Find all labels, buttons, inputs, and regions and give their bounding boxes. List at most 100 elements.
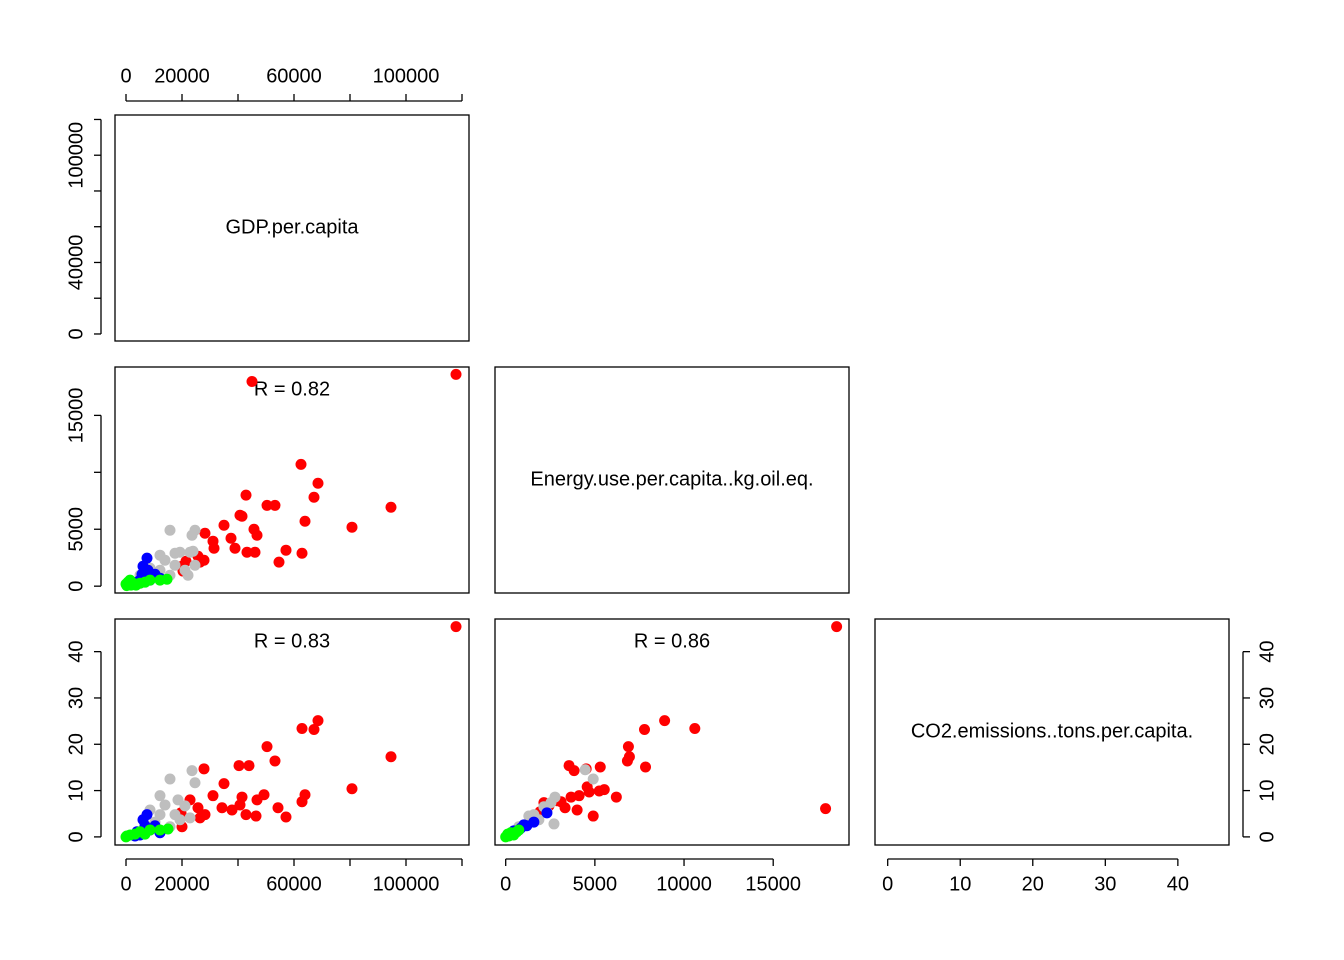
point [312, 477, 324, 489]
tick-label: 5000 [65, 507, 87, 552]
point [174, 814, 186, 826]
point [198, 763, 210, 775]
point [192, 802, 204, 814]
point [189, 777, 201, 789]
point [261, 741, 273, 753]
point [187, 545, 199, 557]
point [308, 491, 320, 503]
point [639, 723, 651, 735]
point [246, 375, 258, 387]
tick-label: 60000 [266, 65, 322, 87]
tick-label: 0 [120, 873, 131, 895]
point [240, 809, 252, 821]
point [296, 547, 308, 559]
tick-label: 100000 [65, 122, 87, 189]
point [229, 542, 241, 554]
point [139, 828, 151, 840]
tick-label: 20 [1022, 873, 1044, 895]
point [121, 830, 133, 842]
correlation-label: R = 0.83 [254, 630, 330, 652]
tick-label: 20000 [154, 873, 210, 895]
point [659, 715, 671, 727]
point [450, 621, 462, 633]
point [621, 755, 633, 767]
point [548, 818, 560, 830]
point [159, 554, 171, 566]
tick-label: 20 [1256, 733, 1278, 755]
tick-label: 40 [1256, 641, 1278, 663]
tick-label: 40 [1167, 873, 1189, 895]
point [207, 790, 219, 802]
point [182, 569, 194, 581]
point [125, 579, 137, 591]
tick-label: 30 [1256, 687, 1278, 709]
point [541, 807, 553, 819]
point [164, 773, 176, 785]
point [280, 544, 292, 556]
tick-label: 10 [949, 873, 971, 895]
point [598, 784, 610, 796]
tick-label: 10 [1256, 779, 1278, 801]
tick-label: 0 [65, 328, 87, 339]
variable-label: GDP.per.capita [225, 216, 359, 238]
point [243, 760, 255, 772]
point [820, 803, 832, 815]
point [610, 791, 622, 803]
tick-label: 10000 [656, 873, 712, 895]
point [587, 773, 599, 785]
point [299, 515, 311, 527]
point [249, 546, 261, 558]
panel-frame [874, 618, 1230, 846]
point [161, 573, 173, 585]
point [385, 501, 397, 513]
point [269, 755, 281, 767]
point [272, 802, 284, 814]
point [251, 529, 263, 541]
point [144, 574, 156, 586]
point [622, 741, 634, 753]
point [280, 811, 292, 823]
panel-frame [114, 366, 470, 594]
point [218, 778, 230, 790]
point [269, 499, 281, 511]
point [831, 621, 843, 633]
variable-label: Energy.use.per.capita..kg.oil.eq. [530, 468, 813, 490]
panel-frame [114, 618, 470, 846]
point [154, 790, 166, 802]
point [261, 499, 273, 511]
point [296, 796, 308, 808]
point [186, 529, 198, 541]
point [503, 830, 515, 842]
point [159, 799, 171, 811]
tick-label: 0 [1256, 831, 1278, 842]
point [194, 812, 206, 824]
point [296, 723, 308, 735]
tick-label: 5000 [573, 873, 618, 895]
point [571, 804, 583, 816]
point [640, 761, 652, 773]
point [568, 765, 580, 777]
panel-frame [114, 114, 470, 342]
point [179, 800, 191, 812]
tick-label: 40 [65, 641, 87, 663]
point [174, 546, 186, 558]
point [234, 799, 246, 811]
tick-label: 40000 [65, 235, 87, 291]
point [346, 783, 358, 795]
point [594, 761, 606, 773]
tick-label: 0 [65, 581, 87, 592]
point [579, 764, 591, 776]
tick-label: 30 [1094, 873, 1116, 895]
point [236, 510, 248, 522]
point [208, 542, 220, 554]
point [240, 489, 252, 501]
point [199, 527, 211, 539]
correlation-label: R = 0.82 [254, 378, 330, 400]
tick-label: 100000 [373, 873, 440, 895]
point [581, 781, 593, 793]
point [216, 802, 228, 814]
point [233, 760, 245, 772]
point [565, 791, 577, 803]
point [225, 532, 237, 544]
